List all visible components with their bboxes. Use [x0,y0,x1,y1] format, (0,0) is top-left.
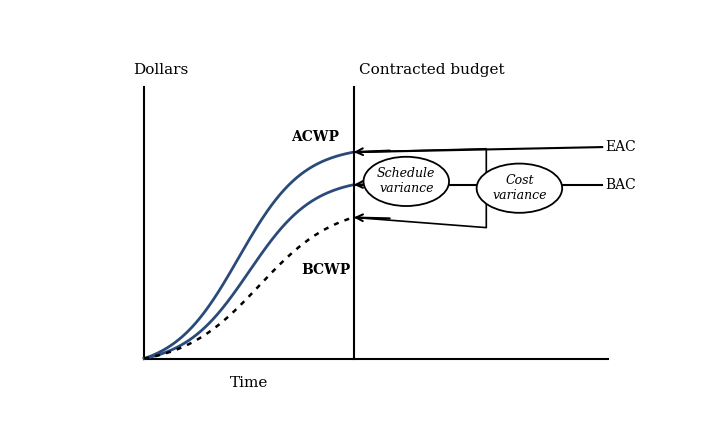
Text: BCWS: BCWS [387,164,436,178]
Ellipse shape [364,157,449,206]
Ellipse shape [476,164,562,213]
Text: Dollars: Dollars [133,63,189,77]
Text: BAC: BAC [605,178,636,192]
Text: Cost
variance: Cost variance [492,174,547,202]
Text: EAC: EAC [605,140,636,154]
Text: BCWP: BCWP [301,263,350,277]
Text: Contracted budget: Contracted budget [360,63,505,77]
Text: Time: Time [230,376,268,389]
Text: ACWP: ACWP [290,130,339,144]
Text: Schedule
variance: Schedule variance [377,168,436,195]
